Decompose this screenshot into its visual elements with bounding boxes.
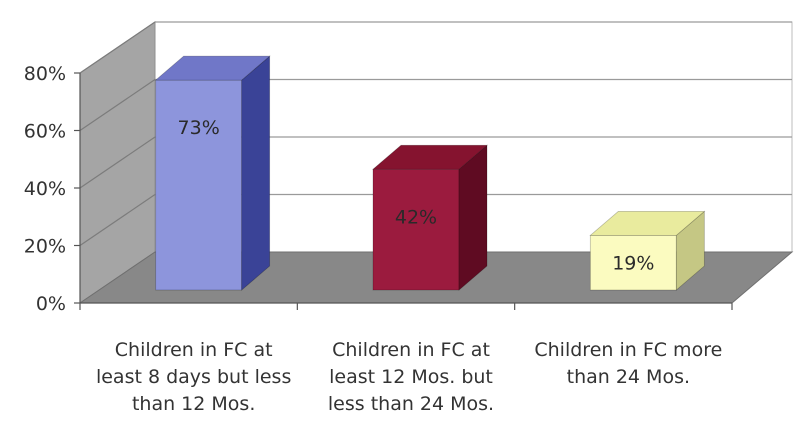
y-tick-label: 40% bbox=[24, 178, 66, 200]
bar: 19% bbox=[589, 210, 706, 291]
x-category-label: Children in FC at least 8 days but less th… bbox=[96, 339, 291, 415]
x-category-line: Children in FC at bbox=[115, 339, 273, 361]
bar: 73% bbox=[154, 55, 271, 291]
x-category-line: least 8 days but less bbox=[96, 366, 291, 388]
bar-top bbox=[154, 55, 271, 81]
bar-side bbox=[241, 55, 271, 291]
data-label: 73% bbox=[178, 117, 220, 139]
y-tick-label: 60% bbox=[24, 121, 66, 143]
x-category-label: Children in FC more than 24 Mos. bbox=[534, 339, 722, 388]
bar-top bbox=[371, 144, 489, 170]
bar-front bbox=[372, 168, 460, 291]
side-gridline bbox=[79, 21, 156, 74]
y-tick-label: 0% bbox=[36, 293, 66, 315]
x-category-line: Children in FC more bbox=[534, 339, 722, 361]
x-category-line: Children in FC at bbox=[332, 339, 490, 361]
bar-side bbox=[675, 210, 705, 291]
y-tick-label: 80% bbox=[24, 63, 66, 85]
x-category-line: less than 24 Mos. bbox=[328, 393, 494, 415]
x-category-line: than 12 Mos. bbox=[132, 393, 255, 415]
bar-front bbox=[155, 79, 243, 291]
y-axis: 0% 20% 40% 60% 80% bbox=[24, 63, 733, 315]
bar-front bbox=[589, 234, 677, 291]
x-axis-labels: Children in FC at least 8 days but less th… bbox=[96, 339, 722, 415]
side-gridline bbox=[79, 194, 156, 246]
side-gridline bbox=[79, 136, 156, 189]
x-category-label: Children in FC at least 12 Mos. but less t… bbox=[328, 339, 494, 415]
bar-top bbox=[589, 210, 706, 236]
y-tick-label: 20% bbox=[24, 236, 66, 258]
data-label: 19% bbox=[612, 252, 654, 274]
bars: 73% 42% 19% bbox=[154, 55, 706, 291]
x-category-line: least 12 Mos. but bbox=[329, 366, 493, 388]
side-gridline bbox=[79, 79, 156, 131]
data-label: 42% bbox=[395, 206, 437, 228]
x-category-line: than 24 Mos. bbox=[567, 366, 690, 388]
bar-side bbox=[458, 144, 488, 291]
bar: 42% bbox=[371, 144, 489, 291]
